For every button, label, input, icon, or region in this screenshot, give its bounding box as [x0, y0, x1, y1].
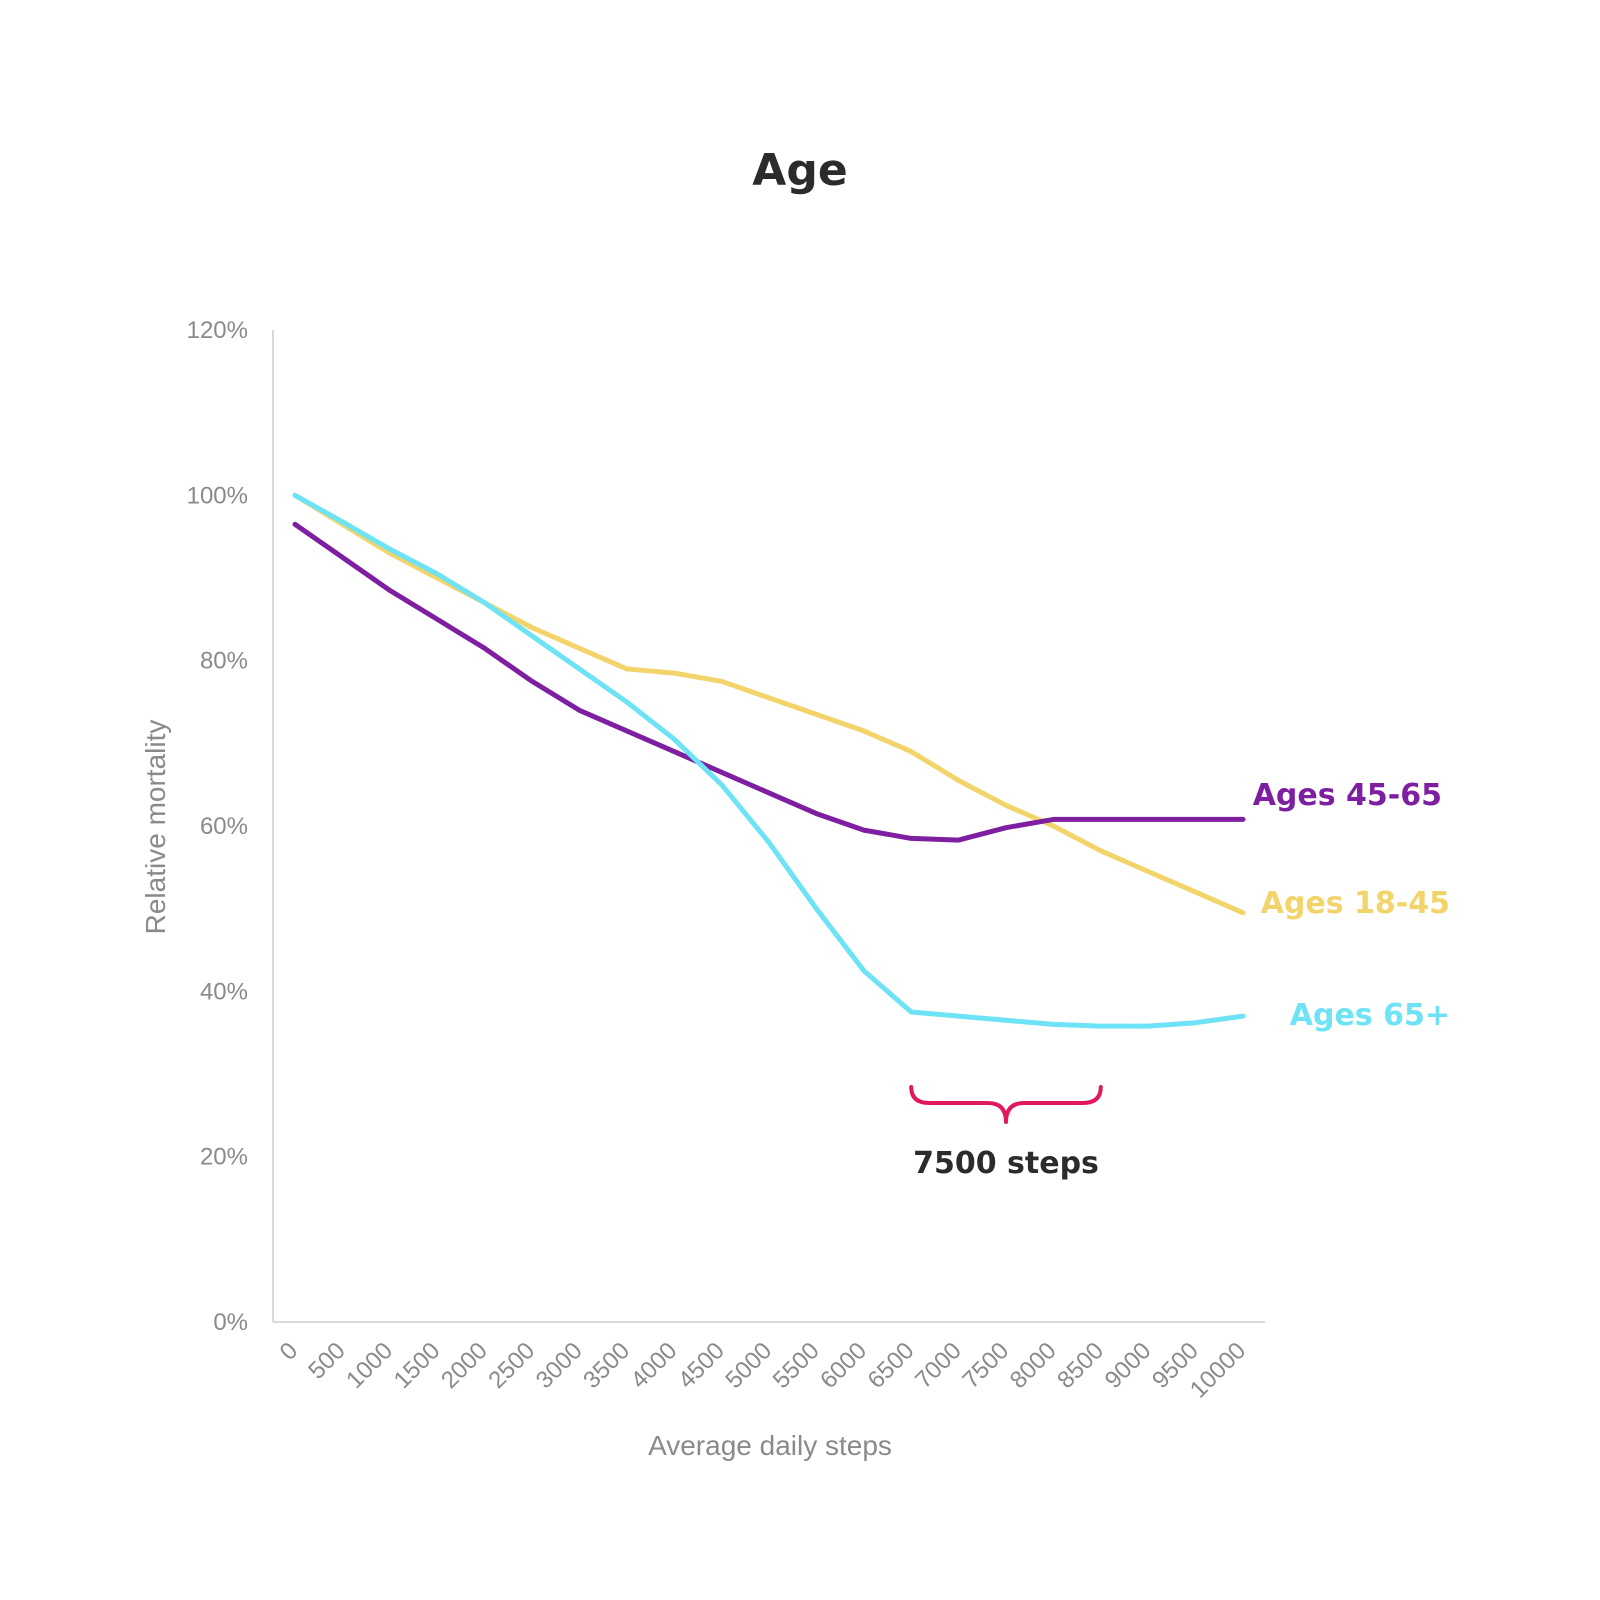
x-tick-label: 8500	[1052, 1337, 1109, 1394]
x-tick-label: 4000	[626, 1337, 683, 1394]
x-tick-label: 5500	[768, 1337, 825, 1394]
x-tick-label: 6000	[815, 1337, 872, 1394]
series-line-ages-65-	[292, 492, 1246, 1029]
annotation-bracket	[909, 1085, 1103, 1124]
y-tick-label: 120%	[187, 317, 248, 344]
series-lines	[292, 492, 1246, 1029]
x-tick-label: 5000	[720, 1337, 777, 1394]
x-tick-label: 10000	[1185, 1337, 1251, 1403]
series-line-ages-18-45	[292, 492, 1246, 916]
y-tick-label: 80%	[200, 648, 248, 675]
y-tick-label: 20%	[200, 1144, 248, 1171]
chart-title: Age	[752, 145, 847, 196]
x-tick-label: 2000	[436, 1337, 493, 1394]
annotation-label: 7500 steps	[913, 1146, 1099, 1181]
x-axis-title: Average daily steps	[648, 1430, 892, 1461]
x-tick-label: 0	[275, 1337, 304, 1366]
x-tick-label: 3500	[578, 1337, 635, 1394]
y-axis-title: Relative mortality	[140, 720, 171, 935]
x-tick-label: 7000	[910, 1337, 967, 1394]
y-tick-label: 40%	[200, 978, 248, 1005]
series-label-ages-45-65: Ages 45-65	[1253, 778, 1442, 813]
series-labels: Ages 18-45 Ages 45-65 Ages 65+	[1253, 778, 1450, 1033]
series-label-ages-65-: Ages 65+	[1290, 998, 1450, 1033]
x-tick-label: 7500	[957, 1337, 1014, 1394]
y-tick-label: 100%	[187, 482, 248, 509]
annotation-7500-steps: 7500 steps	[909, 1085, 1103, 1181]
y-axis-ticks: 0% 20% 40% 60% 80% 100% 120%	[187, 317, 248, 1336]
x-axis-ticks: 0 500100015002000250030003500400045005000…	[275, 1337, 1252, 1403]
y-tick-label: 0%	[213, 1309, 248, 1336]
series-label-ages-18-45: Ages 18-45	[1261, 886, 1450, 921]
x-tick-label: 8000	[1005, 1337, 1062, 1394]
y-tick-label: 60%	[200, 813, 248, 840]
x-tick-label: 4500	[673, 1337, 730, 1394]
x-tick-label: 6500	[863, 1337, 920, 1394]
x-tick-label: 9000	[1100, 1337, 1157, 1394]
x-tick-label: 2500	[483, 1337, 540, 1394]
series-line-ages-45-65	[292, 521, 1246, 843]
x-tick-label: 1500	[389, 1337, 446, 1394]
x-tick-label: 1000	[341, 1337, 398, 1394]
x-tick-label: 3000	[531, 1337, 588, 1394]
